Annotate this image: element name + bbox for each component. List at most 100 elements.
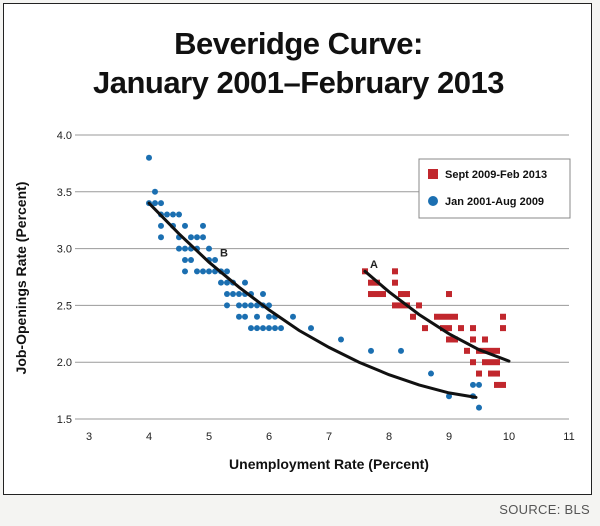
data-point-square bbox=[500, 381, 506, 388]
data-point-circle bbox=[236, 313, 242, 320]
legend-swatch-circle bbox=[428, 196, 438, 206]
y-tick-label: 3.5 bbox=[57, 187, 72, 199]
y-tick-label: 2.5 bbox=[57, 300, 72, 312]
data-point-square bbox=[392, 279, 398, 286]
x-tick-label: 3 bbox=[86, 431, 92, 443]
y-tick-labels: 1.5 2.0 2.5 3.0 3.5 4.0 bbox=[57, 130, 72, 426]
data-point-square bbox=[374, 291, 380, 298]
data-point-circle bbox=[236, 302, 242, 309]
data-point-square bbox=[368, 291, 374, 298]
data-point-circle bbox=[242, 302, 248, 309]
data-point-circle bbox=[398, 347, 404, 354]
data-point-square bbox=[470, 325, 476, 332]
data-point-square bbox=[440, 325, 446, 332]
data-point-circle bbox=[338, 336, 344, 343]
data-point-circle bbox=[470, 381, 476, 388]
data-point-circle bbox=[206, 268, 212, 275]
fit-curve bbox=[363, 269, 511, 363]
data-point-circle bbox=[254, 313, 260, 320]
scatter-chart: 1.52.02.53.03.54.0 3 4 5 6 7 8 9 10 11 AB Sept 2… bbox=[13, 130, 575, 472]
data-point-circle bbox=[182, 245, 188, 252]
x-tick-labels: 3 4 5 6 7 8 9 10 11 bbox=[86, 431, 575, 443]
data-point-square bbox=[416, 302, 422, 309]
y-axis-title: Job-Openings Rate (Percent) bbox=[13, 182, 29, 375]
legend-swatch-square bbox=[428, 169, 438, 179]
x-tick-label: 9 bbox=[446, 431, 452, 443]
data-point-circle bbox=[368, 347, 374, 354]
data-point-circle bbox=[224, 302, 230, 309]
data-point-circle bbox=[290, 313, 296, 320]
data-point-square bbox=[446, 336, 452, 343]
data-point-square bbox=[488, 359, 494, 366]
chart-title-line1: Beveridge Curve: bbox=[174, 26, 423, 61]
data-point-square bbox=[392, 268, 398, 275]
data-point-square bbox=[434, 313, 440, 320]
data-point-circle bbox=[446, 393, 452, 400]
legend-box bbox=[418, 158, 571, 219]
chart-title: Beveridge Curve: January 2001–February 2… bbox=[4, 24, 593, 102]
fit-curve bbox=[147, 201, 478, 399]
y-tick-label: 2.0 bbox=[57, 357, 72, 369]
data-point-circle bbox=[242, 313, 248, 320]
legend: Sept 2009-Feb 2013 Jan 2001-Aug 2009 bbox=[418, 158, 571, 219]
data-points bbox=[146, 154, 506, 411]
x-tick-label: 5 bbox=[206, 431, 212, 443]
x-tick-label: 11 bbox=[563, 431, 574, 443]
data-point-square bbox=[488, 370, 494, 377]
data-point-square bbox=[446, 313, 452, 320]
data-point-circle bbox=[176, 211, 182, 218]
data-point-square bbox=[446, 325, 452, 332]
data-point-circle bbox=[242, 279, 248, 286]
data-point-square bbox=[410, 313, 416, 320]
data-point-circle bbox=[476, 381, 482, 388]
data-point-square bbox=[368, 279, 374, 286]
data-point-square bbox=[476, 370, 482, 377]
annotation-label: B bbox=[220, 248, 228, 260]
data-point-circle bbox=[200, 234, 206, 241]
data-point-circle bbox=[260, 291, 266, 298]
data-point-square bbox=[470, 359, 476, 366]
data-point-square bbox=[440, 313, 446, 320]
data-point-circle bbox=[278, 325, 284, 332]
fit-curves bbox=[147, 201, 511, 399]
data-point-circle bbox=[188, 256, 194, 263]
data-point-square bbox=[500, 325, 506, 332]
data-point-circle bbox=[194, 234, 200, 241]
data-point-circle bbox=[194, 268, 200, 275]
data-point-circle bbox=[182, 256, 188, 263]
data-point-circle bbox=[200, 268, 206, 275]
x-tick-label: 10 bbox=[503, 431, 515, 443]
data-point-circle bbox=[158, 200, 164, 207]
data-point-circle bbox=[248, 302, 254, 309]
data-point-circle bbox=[308, 325, 314, 332]
data-point-circle bbox=[254, 325, 260, 332]
data-point-square bbox=[398, 291, 404, 298]
data-point-square bbox=[488, 347, 494, 354]
data-point-circle bbox=[428, 370, 434, 377]
data-point-circle bbox=[248, 325, 254, 332]
x-tick-label: 4 bbox=[146, 431, 152, 443]
data-point-circle bbox=[266, 325, 272, 332]
data-point-square bbox=[470, 336, 476, 343]
data-point-square bbox=[380, 291, 386, 298]
data-point-circle bbox=[152, 188, 158, 195]
data-point-circle bbox=[476, 404, 482, 411]
data-point-square bbox=[494, 381, 500, 388]
y-tick-label: 1.5 bbox=[57, 414, 72, 426]
data-point-circle bbox=[152, 200, 158, 207]
legend-label: Jan 2001-Aug 2009 bbox=[445, 196, 544, 208]
data-point-circle bbox=[158, 234, 164, 241]
data-point-square bbox=[482, 359, 488, 366]
data-point-circle bbox=[164, 211, 170, 218]
source-note: SOURCE: BLS bbox=[499, 502, 590, 517]
data-point-circle bbox=[230, 291, 236, 298]
data-point-circle bbox=[188, 234, 194, 241]
data-point-square bbox=[494, 347, 500, 354]
data-point-square bbox=[404, 291, 410, 298]
data-point-square bbox=[500, 313, 506, 320]
data-point-square bbox=[446, 291, 452, 298]
data-point-square bbox=[422, 325, 428, 332]
data-point-square bbox=[458, 325, 464, 332]
data-point-circle bbox=[224, 268, 230, 275]
legend-label: Sept 2009-Feb 2013 bbox=[445, 169, 547, 181]
